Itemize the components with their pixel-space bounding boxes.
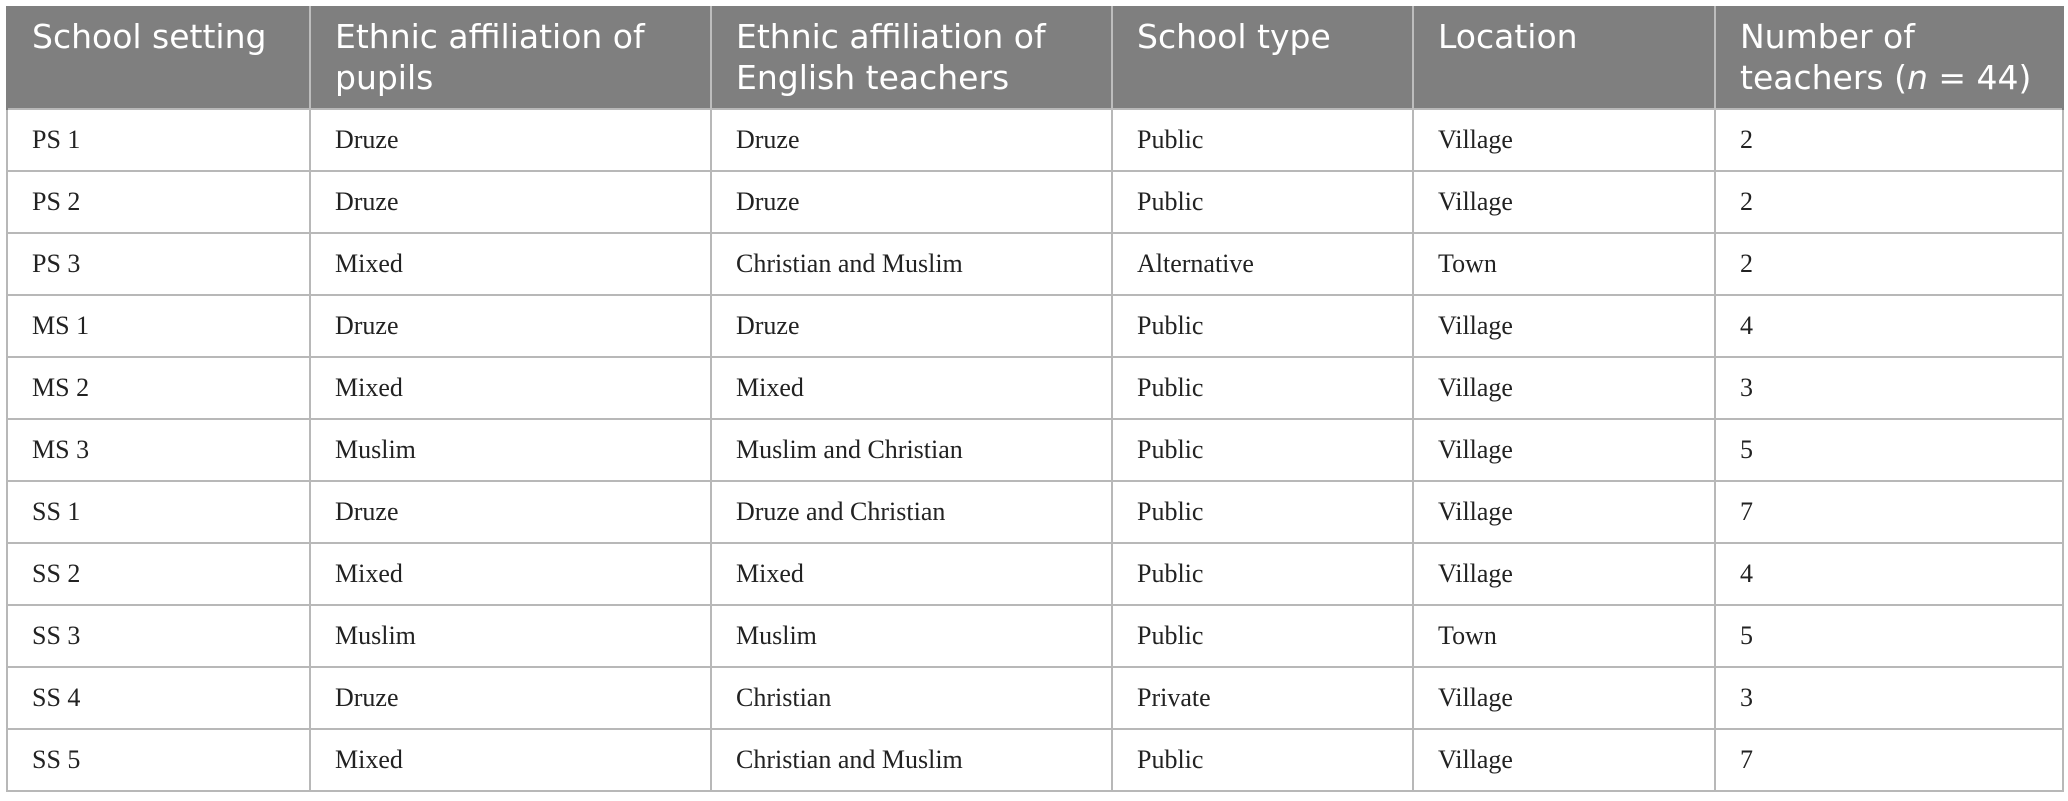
cell-pupil-affiliation: Druze (309, 666, 712, 730)
cell-school-type: Public (1111, 170, 1414, 234)
cell-teacher-count: 2 (1714, 170, 2064, 234)
cell-school-type: Public (1111, 294, 1414, 358)
cell-location: Village (1412, 666, 1716, 730)
cell-location: Village (1412, 728, 1716, 792)
header-number-of-teachers: Number of teachers (n = 44) (1714, 6, 2064, 109)
cell-pupil-affiliation: Druze (309, 480, 712, 544)
cell-teacher-count: 7 (1714, 728, 2064, 792)
header-teacher-affiliation: Ethnic affiliation of English teachers (710, 6, 1113, 109)
cell-school-type: Public (1111, 604, 1414, 668)
cell-location: Village (1412, 480, 1716, 544)
cell-teacher-count: 5 (1714, 418, 2064, 482)
school-settings-table: School setting Ethnic affiliation of pup… (6, 6, 2064, 792)
table-row: SS 1 Druze Druze and Christian Public Villag… (6, 480, 2064, 544)
cell-school-type: Private (1111, 666, 1414, 730)
cell-school-setting: SS 4 (6, 666, 311, 730)
cell-teacher-affiliation: Druze and Christian (710, 480, 1113, 544)
cell-location: Village (1412, 542, 1716, 606)
cell-school-setting: PS 1 (6, 108, 311, 172)
cell-location: Town (1412, 232, 1716, 296)
cell-pupil-affiliation: Mixed (309, 542, 712, 606)
cell-teacher-affiliation: Muslim and Christian (710, 418, 1113, 482)
cell-school-setting: MS 3 (6, 418, 311, 482)
cell-school-setting: SS 1 (6, 480, 311, 544)
cell-pupil-affiliation: Mixed (309, 728, 712, 792)
cell-pupil-affiliation: Mixed (309, 356, 712, 420)
cell-school-setting: SS 2 (6, 542, 311, 606)
table-row: SS 4 Druze Christian Private Village 3 (6, 666, 2064, 730)
cell-teacher-affiliation: Druze (710, 170, 1113, 234)
cell-location: Village (1412, 294, 1716, 358)
cell-pupil-affiliation: Druze (309, 294, 712, 358)
cell-teacher-affiliation: Muslim (710, 604, 1113, 668)
cell-teacher-affiliation: Druze (710, 108, 1113, 172)
cell-teacher-count: 2 (1714, 108, 2064, 172)
table-row: SS 2 Mixed Mixed Public Village 4 (6, 542, 2064, 606)
table-row: PS 1 Druze Druze Public Village 2 (6, 108, 2064, 172)
cell-school-type: Public (1111, 356, 1414, 420)
cell-teacher-affiliation: Mixed (710, 356, 1113, 420)
table-header: School setting Ethnic affiliation of pup… (6, 6, 2064, 109)
cell-pupil-affiliation: Muslim (309, 418, 712, 482)
header-row: School setting Ethnic affiliation of pup… (6, 6, 2064, 109)
cell-location: Village (1412, 170, 1716, 234)
table-row: MS 1 Druze Druze Public Village 4 (6, 294, 2064, 358)
header-school-setting: School setting (6, 6, 311, 109)
table-row: MS 3 Muslim Muslim and Christian Public Vill… (6, 418, 2064, 482)
cell-school-setting: SS 5 (6, 728, 311, 792)
cell-teacher-count: 7 (1714, 480, 2064, 544)
header-school-type: School type (1111, 6, 1414, 109)
cell-school-type: Alternative (1111, 232, 1414, 296)
table-row: PS 3 Mixed Christian and Muslim Alternative… (6, 232, 2064, 296)
cell-teacher-count: 4 (1714, 294, 2064, 358)
table-body: PS 1 Druze Druze Public Village 2 PS 2 Druze Dru… (6, 108, 2064, 792)
header-n-symbol: n (1906, 58, 1928, 97)
cell-teacher-count: 3 (1714, 356, 2064, 420)
table-container: School setting Ethnic affiliation of pup… (6, 6, 2064, 795)
cell-teacher-count: 2 (1714, 232, 2064, 296)
cell-pupil-affiliation: Druze (309, 108, 712, 172)
cell-school-setting: MS 2 (6, 356, 311, 420)
cell-teacher-affiliation: Christian and Muslim (710, 728, 1113, 792)
cell-school-type: Public (1111, 108, 1414, 172)
cell-school-type: Public (1111, 418, 1414, 482)
cell-location: Village (1412, 418, 1716, 482)
cell-school-type: Public (1111, 542, 1414, 606)
cell-location: Town (1412, 604, 1716, 668)
header-number-total: = 44) (1927, 58, 2032, 97)
table-row: MS 2 Mixed Mixed Public Village 3 (6, 356, 2064, 420)
header-location: Location (1412, 6, 1716, 109)
table-row: PS 2 Druze Druze Public Village 2 (6, 170, 2064, 234)
cell-school-type: Public (1111, 728, 1414, 792)
cell-pupil-affiliation: Druze (309, 170, 712, 234)
cell-pupil-affiliation: Muslim (309, 604, 712, 668)
cell-teacher-count: 4 (1714, 542, 2064, 606)
table-row: SS 5 Mixed Christian and Muslim Public Villa… (6, 728, 2064, 792)
cell-teacher-affiliation: Druze (710, 294, 1113, 358)
table-row: SS 3 Muslim Muslim Public Town 5 (6, 604, 2064, 668)
cell-teacher-affiliation: Christian (710, 666, 1113, 730)
cell-school-setting: MS 1 (6, 294, 311, 358)
header-number-text: Number of teachers ( (1740, 17, 1915, 97)
cell-teacher-count: 3 (1714, 666, 2064, 730)
cell-school-setting: PS 3 (6, 232, 311, 296)
cell-teacher-count: 5 (1714, 604, 2064, 668)
cell-teacher-affiliation: Mixed (710, 542, 1113, 606)
header-pupil-affiliation: Ethnic affiliation of pupils (309, 6, 712, 109)
cell-school-setting: SS 3 (6, 604, 311, 668)
cell-location: Village (1412, 356, 1716, 420)
cell-school-type: Public (1111, 480, 1414, 544)
cell-pupil-affiliation: Mixed (309, 232, 712, 296)
cell-location: Village (1412, 108, 1716, 172)
cell-teacher-affiliation: Christian and Muslim (710, 232, 1113, 296)
cell-school-setting: PS 2 (6, 170, 311, 234)
